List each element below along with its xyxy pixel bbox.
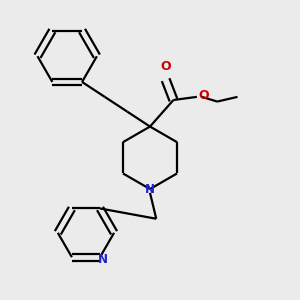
Text: N: N [145, 183, 155, 196]
Text: O: O [160, 60, 171, 74]
Text: O: O [198, 89, 209, 102]
Text: N: N [98, 253, 107, 266]
